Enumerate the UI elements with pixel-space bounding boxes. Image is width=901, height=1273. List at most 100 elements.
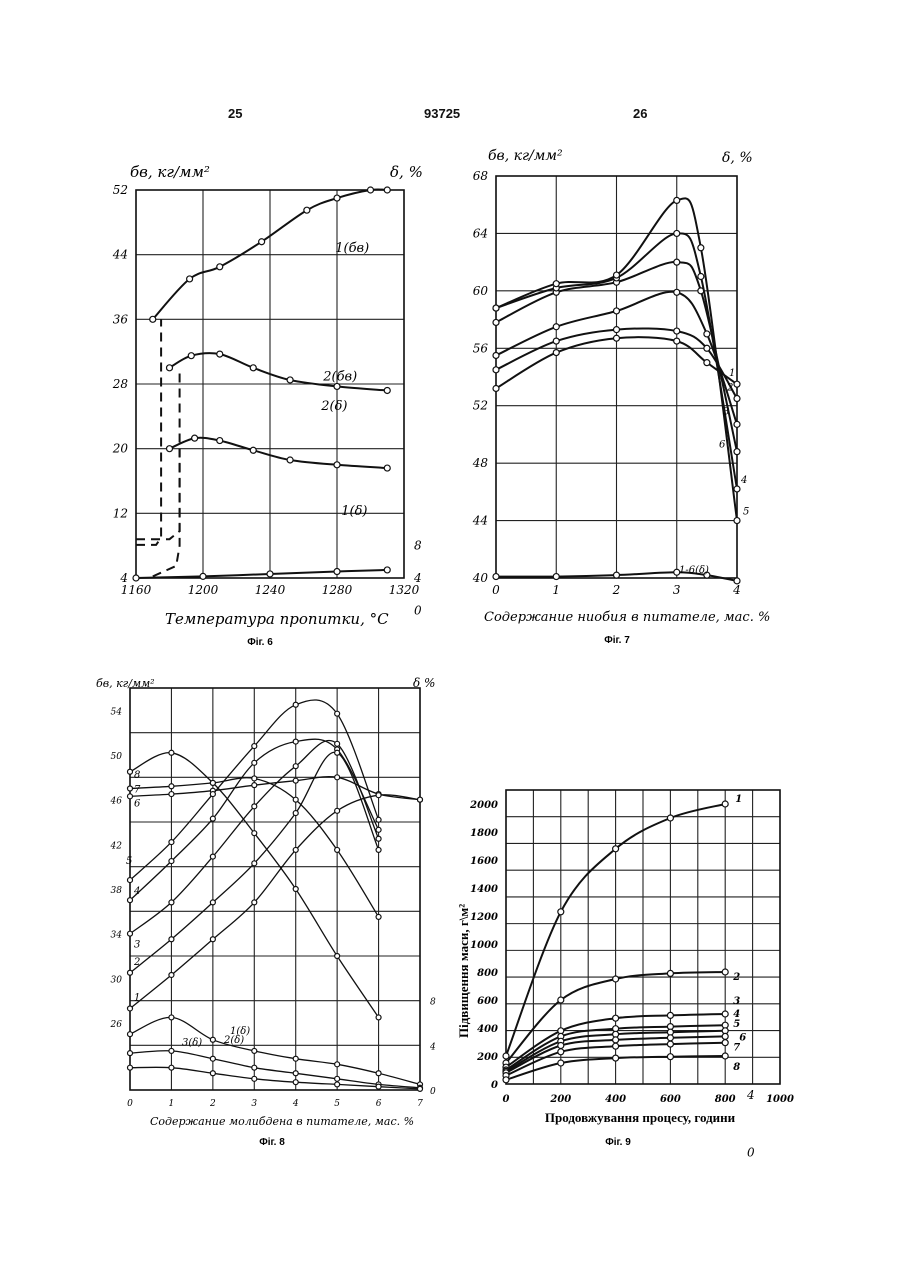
fig6-series-point	[167, 446, 173, 452]
fig9-series-point	[613, 1037, 619, 1043]
fig7-series-label: 1-6(δ)	[679, 565, 709, 576]
fig9-y-label: Підвищення маси, г\м²	[456, 904, 471, 1038]
fig8-series-point	[376, 914, 381, 919]
fig8-series-point	[128, 878, 133, 883]
fig9-series-label: 1	[735, 794, 742, 805]
fig7-series-point	[734, 486, 740, 492]
fig8-series-point	[376, 836, 381, 841]
fig6-x-tick: 1280	[322, 583, 353, 597]
fig7-series-point	[493, 319, 499, 325]
fig8-series-point	[376, 1015, 381, 1020]
fig9-series-point	[722, 801, 728, 807]
fig7-series-point	[704, 345, 710, 351]
fig8-caption: Фіг. 8	[259, 1137, 285, 1148]
patent-number: 93725	[424, 106, 460, 121]
fig8-series-point	[335, 711, 340, 716]
fig9-series-point	[613, 1043, 619, 1049]
fig8-x-tick: 2	[209, 1099, 216, 1109]
fig6-y-right-tick: 4	[413, 571, 422, 585]
fig6-series-label: 1(бв)	[335, 241, 369, 256]
fig6-y-tick: 12	[113, 506, 128, 520]
fig9-series-point	[613, 846, 619, 852]
fig9-chart: 0200400600800100002004006008001000120014…	[450, 770, 800, 1160]
fig8-series-point	[128, 1051, 133, 1056]
fig6-series-label: 1(δ)	[341, 504, 367, 519]
fig8-series-point	[252, 831, 257, 836]
fig6-y-right-label: δ, %	[390, 163, 423, 181]
fig7-y-left-label: бв, кг/мм²	[488, 148, 563, 164]
fig9-y-tick: 0	[491, 1080, 498, 1091]
fig9-y-tick: 1800	[470, 828, 498, 839]
fig6-series-2(δ)-line	[170, 438, 388, 468]
fig7-series-label: 6	[719, 440, 726, 451]
fig7-series-point	[614, 308, 620, 314]
fig8-y-tick: 26	[110, 1020, 123, 1030]
fig6-series-point	[267, 571, 273, 577]
fig7-series-point	[553, 350, 559, 356]
fig8-series-point	[210, 792, 215, 797]
fig7-series-label: 1	[729, 368, 735, 379]
fig7-series-point	[674, 197, 680, 203]
fig8-series-point	[293, 778, 298, 783]
fig8-series-point	[210, 1071, 215, 1076]
fig6-series-point	[384, 465, 390, 471]
fig6-series-point	[150, 316, 156, 322]
fig8-series-point	[252, 861, 257, 866]
fig7-x-tick: 1	[552, 583, 560, 597]
fig8-series-point	[210, 780, 215, 785]
fig9-series-point	[667, 1041, 673, 1047]
fig8-series-point	[252, 760, 257, 765]
fig6-series-point	[250, 365, 256, 371]
fig6-series-point	[217, 438, 223, 444]
fig7-y-tick: 44	[472, 514, 488, 528]
fig7-series-point	[553, 281, 559, 287]
fig7-series-point	[704, 360, 710, 366]
fig7-series-point	[553, 338, 559, 344]
fig8-series-point	[252, 776, 257, 781]
fig8-series-point	[128, 970, 133, 975]
fig7-series-point	[493, 305, 499, 311]
fig6-series-point	[217, 264, 223, 270]
fig7-series-point	[614, 327, 620, 333]
fig8-series-point	[293, 1071, 298, 1076]
fig6-dashed-line	[153, 449, 180, 577]
fig8-series-point	[376, 817, 381, 822]
fig7-x-tick: 2	[612, 583, 621, 597]
fig8-y-tick: 54	[111, 707, 123, 717]
fig8-series-point	[128, 898, 133, 903]
fig9-x-tick: 600	[660, 1094, 681, 1105]
fig6-y-tick: 44	[112, 248, 128, 262]
fig6-series-point	[133, 575, 139, 581]
fig8-x-tick: 5	[334, 1099, 340, 1109]
fig9-series-point	[503, 1077, 509, 1083]
fig8-series-point	[169, 784, 174, 789]
fig8-series-label: 8	[134, 770, 140, 781]
fig6-y-tick: 52	[113, 183, 128, 197]
fig7-series-point	[674, 230, 680, 236]
fig9-y-tick: 600	[477, 996, 498, 1007]
fig9-series-point	[667, 1012, 673, 1018]
fig8-x-tick: 4	[292, 1099, 299, 1109]
fig6-series-point	[287, 457, 293, 463]
fig9-y-tick: 1400	[470, 884, 498, 895]
fig7-y-tick: 56	[473, 341, 489, 355]
fig8-series-point	[418, 1086, 423, 1091]
fig7-series-point	[698, 245, 704, 251]
fig9-series-point	[613, 976, 619, 982]
fig8-series-point	[376, 1084, 381, 1089]
fig8-y-right-tick: 8	[430, 998, 436, 1008]
fig7-y-tick: 64	[473, 226, 488, 240]
fig9-series-label: 5	[733, 1019, 740, 1030]
fig9-y-tick: 400	[477, 1024, 498, 1035]
fig9-series-point	[558, 909, 564, 915]
fig7-series-point	[493, 367, 499, 373]
fig6-y-left-label: бв, кг/мм²	[130, 163, 210, 181]
fig8-series-point	[293, 811, 298, 816]
fig8-series-label: 6	[134, 798, 141, 809]
fig7-x-tick: 3	[673, 583, 681, 597]
fig6-series-point	[192, 435, 198, 441]
fig9-x-label: Продовжування процесу, години	[545, 1110, 736, 1125]
fig9-series-point	[722, 1053, 728, 1059]
fig8-series-point	[252, 804, 257, 809]
fig9-series-point	[558, 1043, 564, 1049]
